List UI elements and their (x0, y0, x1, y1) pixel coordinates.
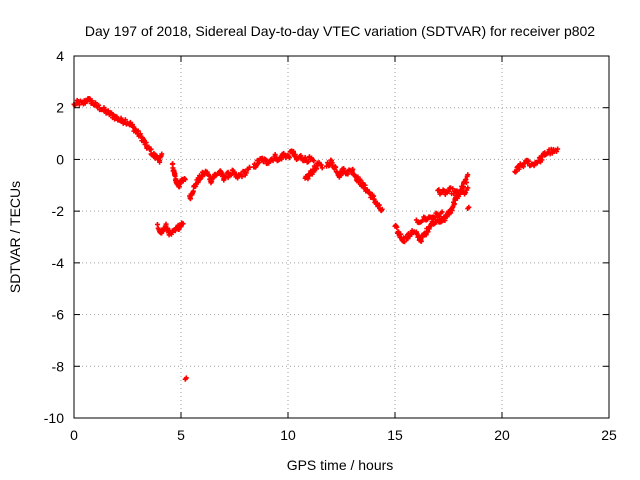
data-point (220, 171, 226, 177)
data-point (460, 184, 466, 190)
data-point (170, 161, 176, 167)
y-axis-label: SDTVAR / TECUs (7, 181, 23, 293)
data-point (451, 191, 457, 197)
data-point (418, 238, 424, 244)
data-point (466, 204, 472, 210)
data-point (402, 239, 408, 245)
data-point (190, 188, 196, 194)
data-point (286, 155, 292, 161)
data-point (180, 221, 186, 227)
data-point (432, 214, 438, 220)
data-point (182, 177, 188, 183)
data-point (168, 231, 174, 237)
data-point (450, 186, 456, 192)
data-point (114, 114, 120, 120)
data-point (135, 128, 141, 134)
data-layer (71, 95, 561, 382)
data-point (394, 224, 400, 230)
x-tick-label: 10 (280, 427, 296, 443)
x-tick-label: 0 (70, 427, 78, 443)
data-point (92, 100, 98, 106)
data-point (239, 174, 245, 180)
data-point (446, 188, 451, 194)
data-point (163, 221, 169, 227)
data-point (516, 166, 522, 172)
data-point (96, 102, 102, 108)
axis-ticks: 0 5 10 15 20 25 -10 -8 -6 -4 -2 0 2 4 (44, 48, 617, 443)
data-point (333, 164, 339, 170)
data-point (379, 206, 385, 212)
y-tick-label: -2 (52, 203, 65, 219)
data-point (463, 190, 469, 196)
data-point (102, 107, 108, 113)
data-point (464, 179, 470, 185)
data-point (188, 196, 194, 202)
data-point (531, 163, 537, 169)
data-point (439, 209, 445, 215)
data-point (122, 117, 128, 123)
y-tick-label: -4 (52, 255, 65, 271)
data-point (84, 99, 90, 105)
x-tick-label: 15 (387, 427, 403, 443)
data-point (243, 170, 249, 176)
data-point (118, 115, 124, 121)
data-point (520, 164, 526, 170)
data-point (225, 175, 231, 181)
plot-frame (73, 55, 610, 419)
data-point (442, 191, 448, 197)
x-tick-label: 25 (601, 427, 617, 443)
data-point (436, 187, 442, 193)
data-point (221, 177, 227, 183)
y-tick-label: -8 (52, 358, 65, 374)
data-point (311, 169, 317, 175)
data-point (153, 153, 159, 159)
data-point (526, 158, 532, 164)
data-point (235, 175, 241, 181)
y-tick-label: 0 (56, 151, 64, 167)
x-tick-label: 5 (177, 427, 185, 443)
y-tick-label: -10 (44, 410, 64, 426)
data-point (437, 214, 443, 220)
data-point (442, 217, 448, 223)
data-point (465, 172, 471, 178)
data-point (319, 165, 325, 171)
y-tick-label: 2 (56, 100, 64, 116)
data-point (405, 236, 411, 242)
data-point (272, 152, 278, 158)
data-point (89, 98, 95, 104)
data-point (318, 162, 324, 168)
data-point (105, 108, 111, 114)
data-point (457, 191, 463, 197)
y-tick-label: 4 (56, 48, 64, 64)
data-point (350, 166, 356, 172)
data-point (423, 232, 429, 238)
data-point (246, 164, 252, 170)
data-point (305, 176, 311, 182)
data-point (159, 151, 165, 157)
grid (74, 56, 609, 418)
data-point (256, 159, 262, 165)
data-point (465, 185, 471, 191)
chart-title: Day 197 of 2018, Sidereal Day-to-day VTE… (85, 23, 595, 39)
data-point (279, 156, 285, 162)
x-axis-label: GPS time / hours (287, 457, 394, 473)
data-point (311, 158, 317, 164)
data-point (183, 375, 189, 381)
data-point (314, 166, 320, 172)
x-tick-label: 20 (494, 427, 510, 443)
y-tick-label: -6 (52, 307, 65, 323)
data-point (555, 146, 561, 152)
data-point (148, 146, 154, 152)
